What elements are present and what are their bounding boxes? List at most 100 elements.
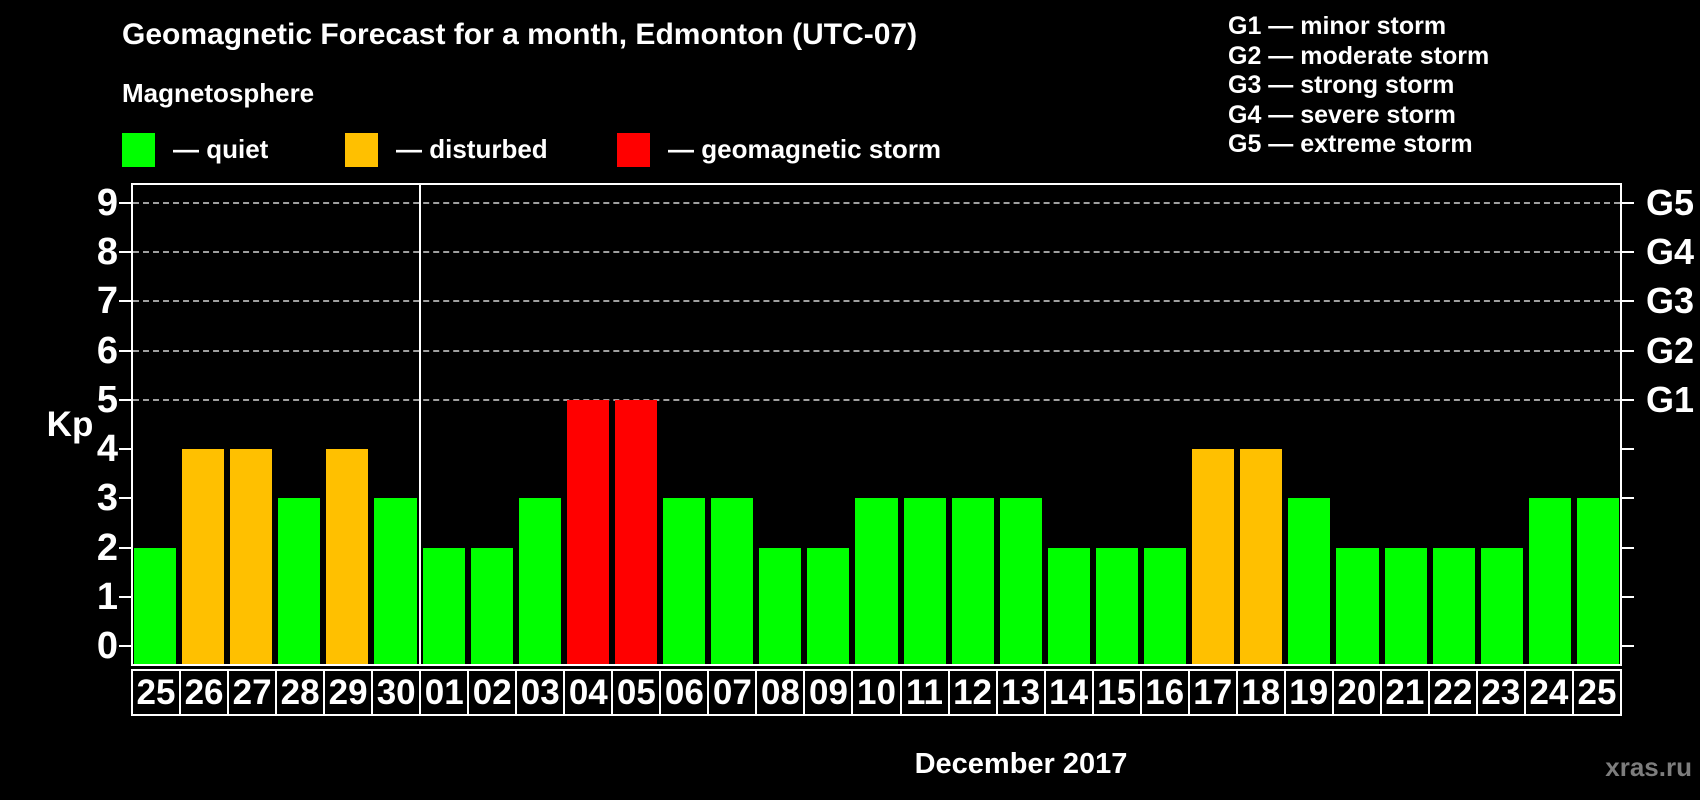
right-axis-tick (1622, 546, 1634, 549)
kp-bar-day-07 (711, 498, 754, 664)
x-axis-day-label: 11 (899, 669, 950, 716)
legend-label-disturbed: — disturbed (396, 134, 548, 164)
x-axis-day-label: 02 (467, 669, 518, 716)
y-axis-tick-label: 8 (96, 231, 118, 273)
right-axis-label-G3: G3 (1646, 280, 1695, 322)
kp-bar-day-30 (374, 498, 417, 664)
right-axis-label-G5: G5 (1646, 181, 1695, 223)
kp-bar-day-03 (518, 498, 561, 664)
legend-label-storm: — geomagnetic storm (668, 134, 942, 164)
kp-bar-day-18 (1240, 449, 1283, 664)
plot-area (131, 183, 1622, 666)
kp-bar-day-01 (422, 547, 465, 664)
y-axis-tick (119, 300, 131, 303)
kp-bar-day-22 (1432, 547, 1475, 664)
x-axis-day-label: 28 (275, 669, 326, 716)
x-axis-day-label: 04 (563, 669, 614, 716)
y-axis-tick (119, 546, 131, 549)
x-axis-day-labels: 25 26 27 28 29 30 01 02 03 04 05 06 07 08 09 10 11 12 13 14… (131, 669, 1622, 716)
y-axis-tick-label: 6 (96, 329, 118, 372)
kp-bar-day-05 (614, 399, 658, 664)
kp-bar-day-02 (470, 547, 513, 664)
kp-bar-day-21 (1384, 547, 1427, 664)
storm-scale-legend-line: G4 — severe storm (1228, 100, 1456, 129)
x-axis-day-label: 16 (1139, 669, 1190, 716)
kp-bar-day-28 (278, 498, 321, 664)
legend-swatch-storm (617, 132, 650, 167)
right-axis-tick (1622, 596, 1634, 598)
storm-scale-legend-line: G5 — extreme storm (1228, 130, 1473, 158)
x-axis-day-label: 22 (1427, 669, 1478, 716)
x-axis-day-label: 18 (1235, 669, 1286, 716)
y-axis-tick-label: 4 (96, 428, 118, 471)
kp-bar-day-09 (807, 547, 850, 664)
right-axis-tick (1622, 497, 1634, 500)
y-axis-tick-label: 7 (96, 280, 118, 323)
x-axis-day-label: 20 (1331, 669, 1382, 716)
right-axis-tick (1622, 398, 1634, 401)
right-axis-label-G2: G2 (1646, 329, 1695, 371)
y-axis-tick-label: 2 (96, 526, 118, 569)
legend-label-quiet: — quiet (173, 134, 269, 164)
kp-bar-day-15 (1095, 547, 1139, 664)
right-axis-tick (1622, 349, 1634, 352)
gridline-kp-9 (133, 201, 1620, 204)
kp-bar-day-25 (134, 547, 177, 664)
right-axis-tick (1622, 300, 1634, 303)
x-axis-day-label: 07 (707, 669, 758, 716)
storm-scale-legend-line: G3 — strong storm (1228, 71, 1455, 99)
x-axis-day-label: 27 (227, 669, 278, 716)
kp-bar-day-24 (1528, 498, 1571, 664)
right-axis-tick (1622, 251, 1634, 253)
kp-bar-day-17 (1192, 449, 1235, 664)
right-axis-label-G4: G4 (1646, 231, 1695, 272)
kp-bar-day-20 (1336, 547, 1379, 664)
x-axis-day-label: 26 (179, 669, 230, 716)
kp-bar-day-16 (1144, 547, 1187, 664)
right-axis-tick (1622, 448, 1634, 451)
y-axis-tick-label: 0 (96, 625, 118, 668)
y-axis-tick (119, 349, 131, 352)
x-axis-day-label: 15 (1091, 669, 1142, 716)
y-axis-title: Kp (46, 405, 94, 444)
y-axis-tick-label: 5 (96, 378, 118, 421)
x-axis-day-label: 05 (611, 669, 662, 716)
x-axis-day-label: 12 (947, 669, 998, 716)
y-axis-tick (119, 448, 131, 451)
x-axis-day-label: 25 (131, 669, 182, 716)
chart-title: Geomagnetic Forecast for a month, Edmont… (122, 18, 918, 51)
x-axis-day-label: 21 (1379, 669, 1430, 716)
kp-bar-day-08 (759, 547, 802, 664)
storm-scale-legend: G1 — minor storm G2 — moderate storm G3 — … (1228, 12, 1489, 160)
y-axis-tick (119, 251, 131, 253)
y-axis-tick-label: 1 (96, 576, 118, 618)
x-axis-title: December 2017 (914, 748, 1128, 780)
y-axis-tick (119, 596, 131, 598)
legend-item-storm: — geomagnetic storm (617, 132, 941, 167)
legend-item-disturbed: — disturbed (345, 132, 548, 167)
x-axis-day-label: 10 (851, 669, 902, 716)
x-axis-day-label: 09 (803, 669, 854, 716)
y-axis-tick (119, 398, 131, 401)
right-axis-tick (1622, 645, 1634, 648)
kp-bar-day-12 (951, 498, 994, 664)
x-axis-day-label: 17 (1187, 669, 1238, 716)
right-axis-label-G1: G1 (1646, 378, 1695, 420)
gridline-kp-7 (133, 300, 1620, 303)
x-axis-day-label: 23 (1475, 669, 1526, 716)
x-axis-day-label: 19 (1283, 669, 1334, 716)
gridline-kp-5 (133, 398, 1620, 401)
x-axis-day-label: 24 (1523, 669, 1574, 716)
legend-item-quiet: — quiet (122, 132, 268, 167)
y-axis-tick (119, 497, 131, 500)
kp-bar-day-27 (230, 449, 273, 664)
kp-bar-day-04 (566, 399, 609, 664)
legend-swatch-disturbed (345, 132, 378, 167)
x-axis-day-label: 14 (1043, 669, 1094, 716)
storm-scale-legend-line: G2 — moderate storm (1228, 41, 1490, 70)
x-axis-day-label: 29 (323, 669, 374, 716)
x-axis-day-label: 30 (371, 669, 422, 716)
y-axis-tick (119, 201, 131, 204)
kp-bar-day-14 (1047, 547, 1090, 664)
